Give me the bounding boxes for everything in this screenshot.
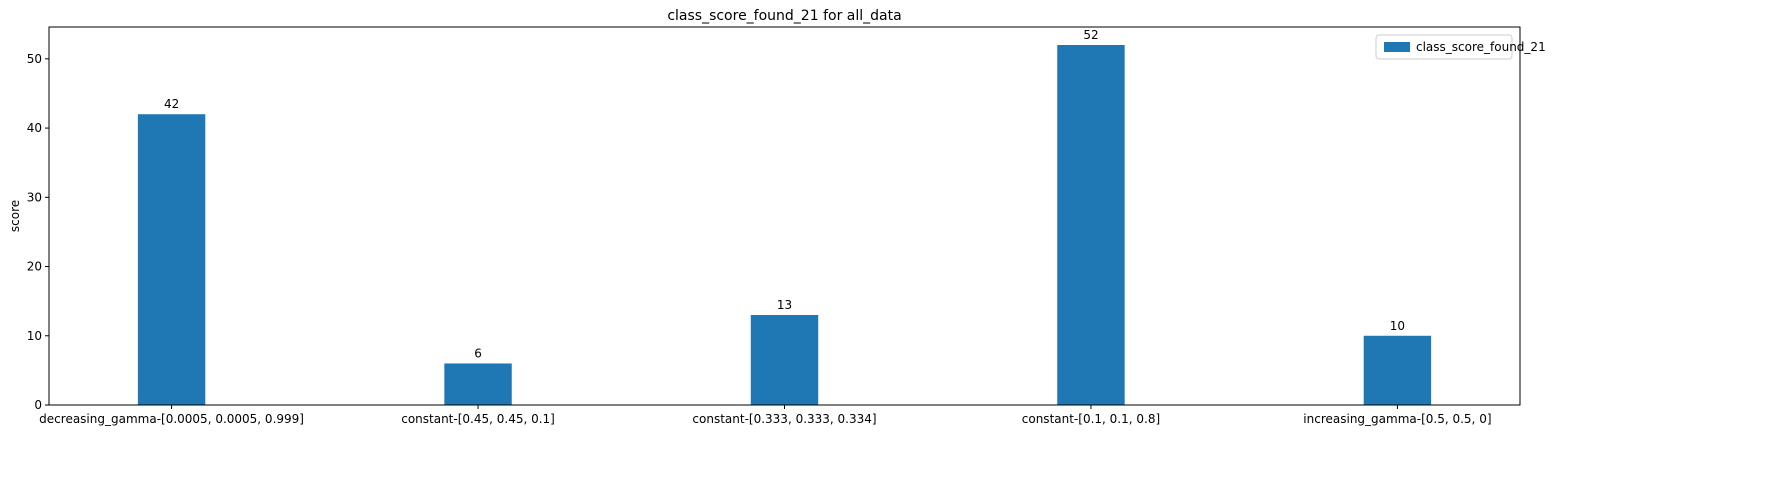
y-tick-label-4: 40 (27, 121, 42, 135)
y-ticks-layer: 0 10 20 30 40 50 (27, 52, 49, 412)
y-tick-label-5: 50 (27, 52, 42, 66)
legend-box (1375, 34, 1513, 60)
bar-2 (750, 315, 819, 405)
x-tick-label-0: decreasing_gamma-[0.0005, 0.0005, 0.999] (39, 412, 304, 426)
data-label-4: 10 (1390, 319, 1405, 333)
bar-0 (137, 114, 206, 405)
legend-swatch (1384, 42, 1410, 52)
chart-title: class_score_found_21 for all_data (667, 8, 901, 24)
x-tick-label-2: constant-[0.333, 0.333, 0.334] (692, 412, 876, 426)
y-axis-label: score (8, 200, 22, 232)
data-label-3: 52 (1083, 28, 1098, 42)
data-label-0: 42 (164, 97, 179, 111)
legend: class_score_found_21 (1375, 34, 1546, 60)
bars-layer (137, 45, 1432, 405)
x-ticks-layer: decreasing_gamma-[0.0005, 0.0005, 0.999]… (39, 405, 1492, 426)
data-label-1: 6 (474, 346, 482, 360)
bar-3 (1057, 45, 1125, 405)
legend-entry: class_score_found_21 (1416, 40, 1546, 54)
data-label-2: 13 (777, 298, 792, 312)
x-tick-label-3: constant-[0.1, 0.1, 0.8] (1022, 412, 1160, 426)
bar-4 (1363, 335, 1432, 405)
bar-1 (444, 363, 512, 405)
data-labels-layer: 42 6 13 52 10 (164, 28, 1405, 360)
y-tick-label-1: 10 (27, 329, 42, 343)
y-tick-label-3: 30 (27, 190, 42, 204)
plot-frame (48, 26, 1521, 406)
x-tick-label-1: constant-[0.45, 0.45, 0.1] (401, 412, 555, 426)
x-tick-label-4: increasing_gamma-[0.5, 0.5, 0] (1303, 412, 1491, 426)
y-tick-label-0: 0 (34, 398, 42, 412)
y-tick-label-2: 20 (27, 260, 42, 274)
